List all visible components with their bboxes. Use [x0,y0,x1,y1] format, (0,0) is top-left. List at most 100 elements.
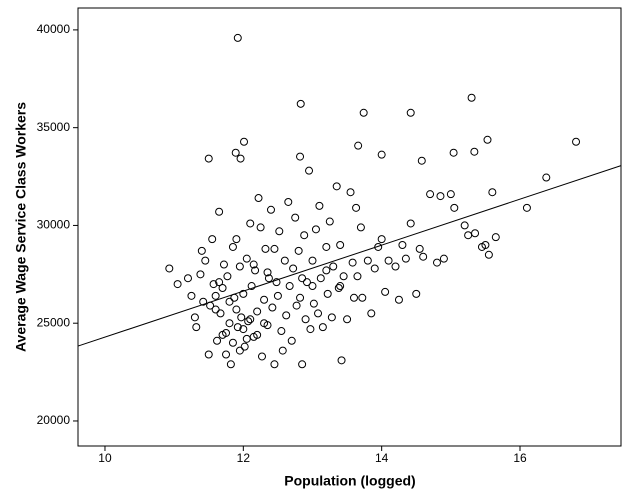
data-point [296,99,305,108]
data-point [329,262,338,271]
data-point [309,299,318,308]
data-point [358,293,367,302]
data-point [240,137,249,146]
data-point [233,323,242,332]
data-point [197,246,206,255]
data-point [272,278,281,287]
data-point [460,221,469,230]
data-point [268,303,277,312]
data-point [450,203,459,212]
data-point [228,242,237,251]
data-point [370,264,379,273]
data-point [314,309,323,318]
data-point [263,268,272,277]
data-point [481,240,490,249]
data-point [192,323,201,332]
plot-area [77,7,622,447]
data-point [291,213,300,222]
data-point [249,260,258,269]
data-point [352,203,361,212]
data-point [419,252,428,261]
data-point [327,313,336,322]
data-point [449,148,458,157]
data-point [381,287,390,296]
data-point [165,264,174,273]
data-point [323,289,332,298]
data-point [231,148,240,157]
data-point [270,244,279,253]
data-point [343,315,352,324]
data-point [467,93,476,102]
data-point [232,235,241,244]
data-point [294,246,303,255]
data-point [384,256,393,265]
data-point [228,338,237,347]
data-point [406,219,415,228]
data-point [398,240,407,249]
data-point [225,297,234,306]
data-point [256,223,265,232]
data-point [282,311,291,320]
data-point [491,233,500,242]
data-point [254,194,263,203]
data-point [235,346,244,355]
data-point [302,278,311,287]
data-point [394,295,403,304]
data-point [439,254,448,263]
data-point [471,229,480,238]
data-point [208,235,217,244]
x-axis-title: Population (logged) [284,473,415,489]
data-point [204,154,213,163]
data-point [377,235,386,244]
data-point [213,336,222,345]
fit-line [77,165,622,347]
x-tick-label: 16 [513,451,527,465]
y-tick-label: 20000 [37,413,71,427]
data-point [285,282,294,291]
data-point [251,266,260,275]
data-point [377,150,386,159]
data-point [412,289,421,298]
data-point [225,319,234,328]
data-point [292,301,301,310]
data-point [308,282,317,291]
data-point [260,319,269,328]
data-point [218,330,227,339]
data-point [257,352,266,361]
data-point [325,217,334,226]
data-point [298,274,307,283]
data-point [426,190,435,199]
data-point [356,223,365,232]
data-point [236,154,245,163]
data-point [183,274,192,283]
data-point [406,108,415,117]
data-point [488,188,497,197]
data-point [187,291,196,300]
data-point [173,280,182,289]
data-point [247,282,256,291]
data-point [239,325,248,334]
data-point [436,192,445,201]
data-point [542,173,551,182]
data-point [232,305,241,314]
data-point [204,350,213,359]
data-point [246,315,255,324]
data-point [216,309,225,318]
y-tick-label: 40000 [37,22,71,36]
data-point [337,356,346,365]
data-point [190,313,199,322]
data-point [219,260,228,269]
data-point [222,350,231,359]
data-point [289,264,298,273]
data-point [353,272,362,281]
data-point [284,197,293,206]
data-point [287,336,296,345]
data-point [470,147,479,156]
data-point [415,244,424,253]
x-tick-label: 14 [375,451,389,465]
y-tick-label: 25000 [37,315,71,329]
data-point [483,135,492,144]
data-point [306,325,315,334]
data-point [311,225,320,234]
